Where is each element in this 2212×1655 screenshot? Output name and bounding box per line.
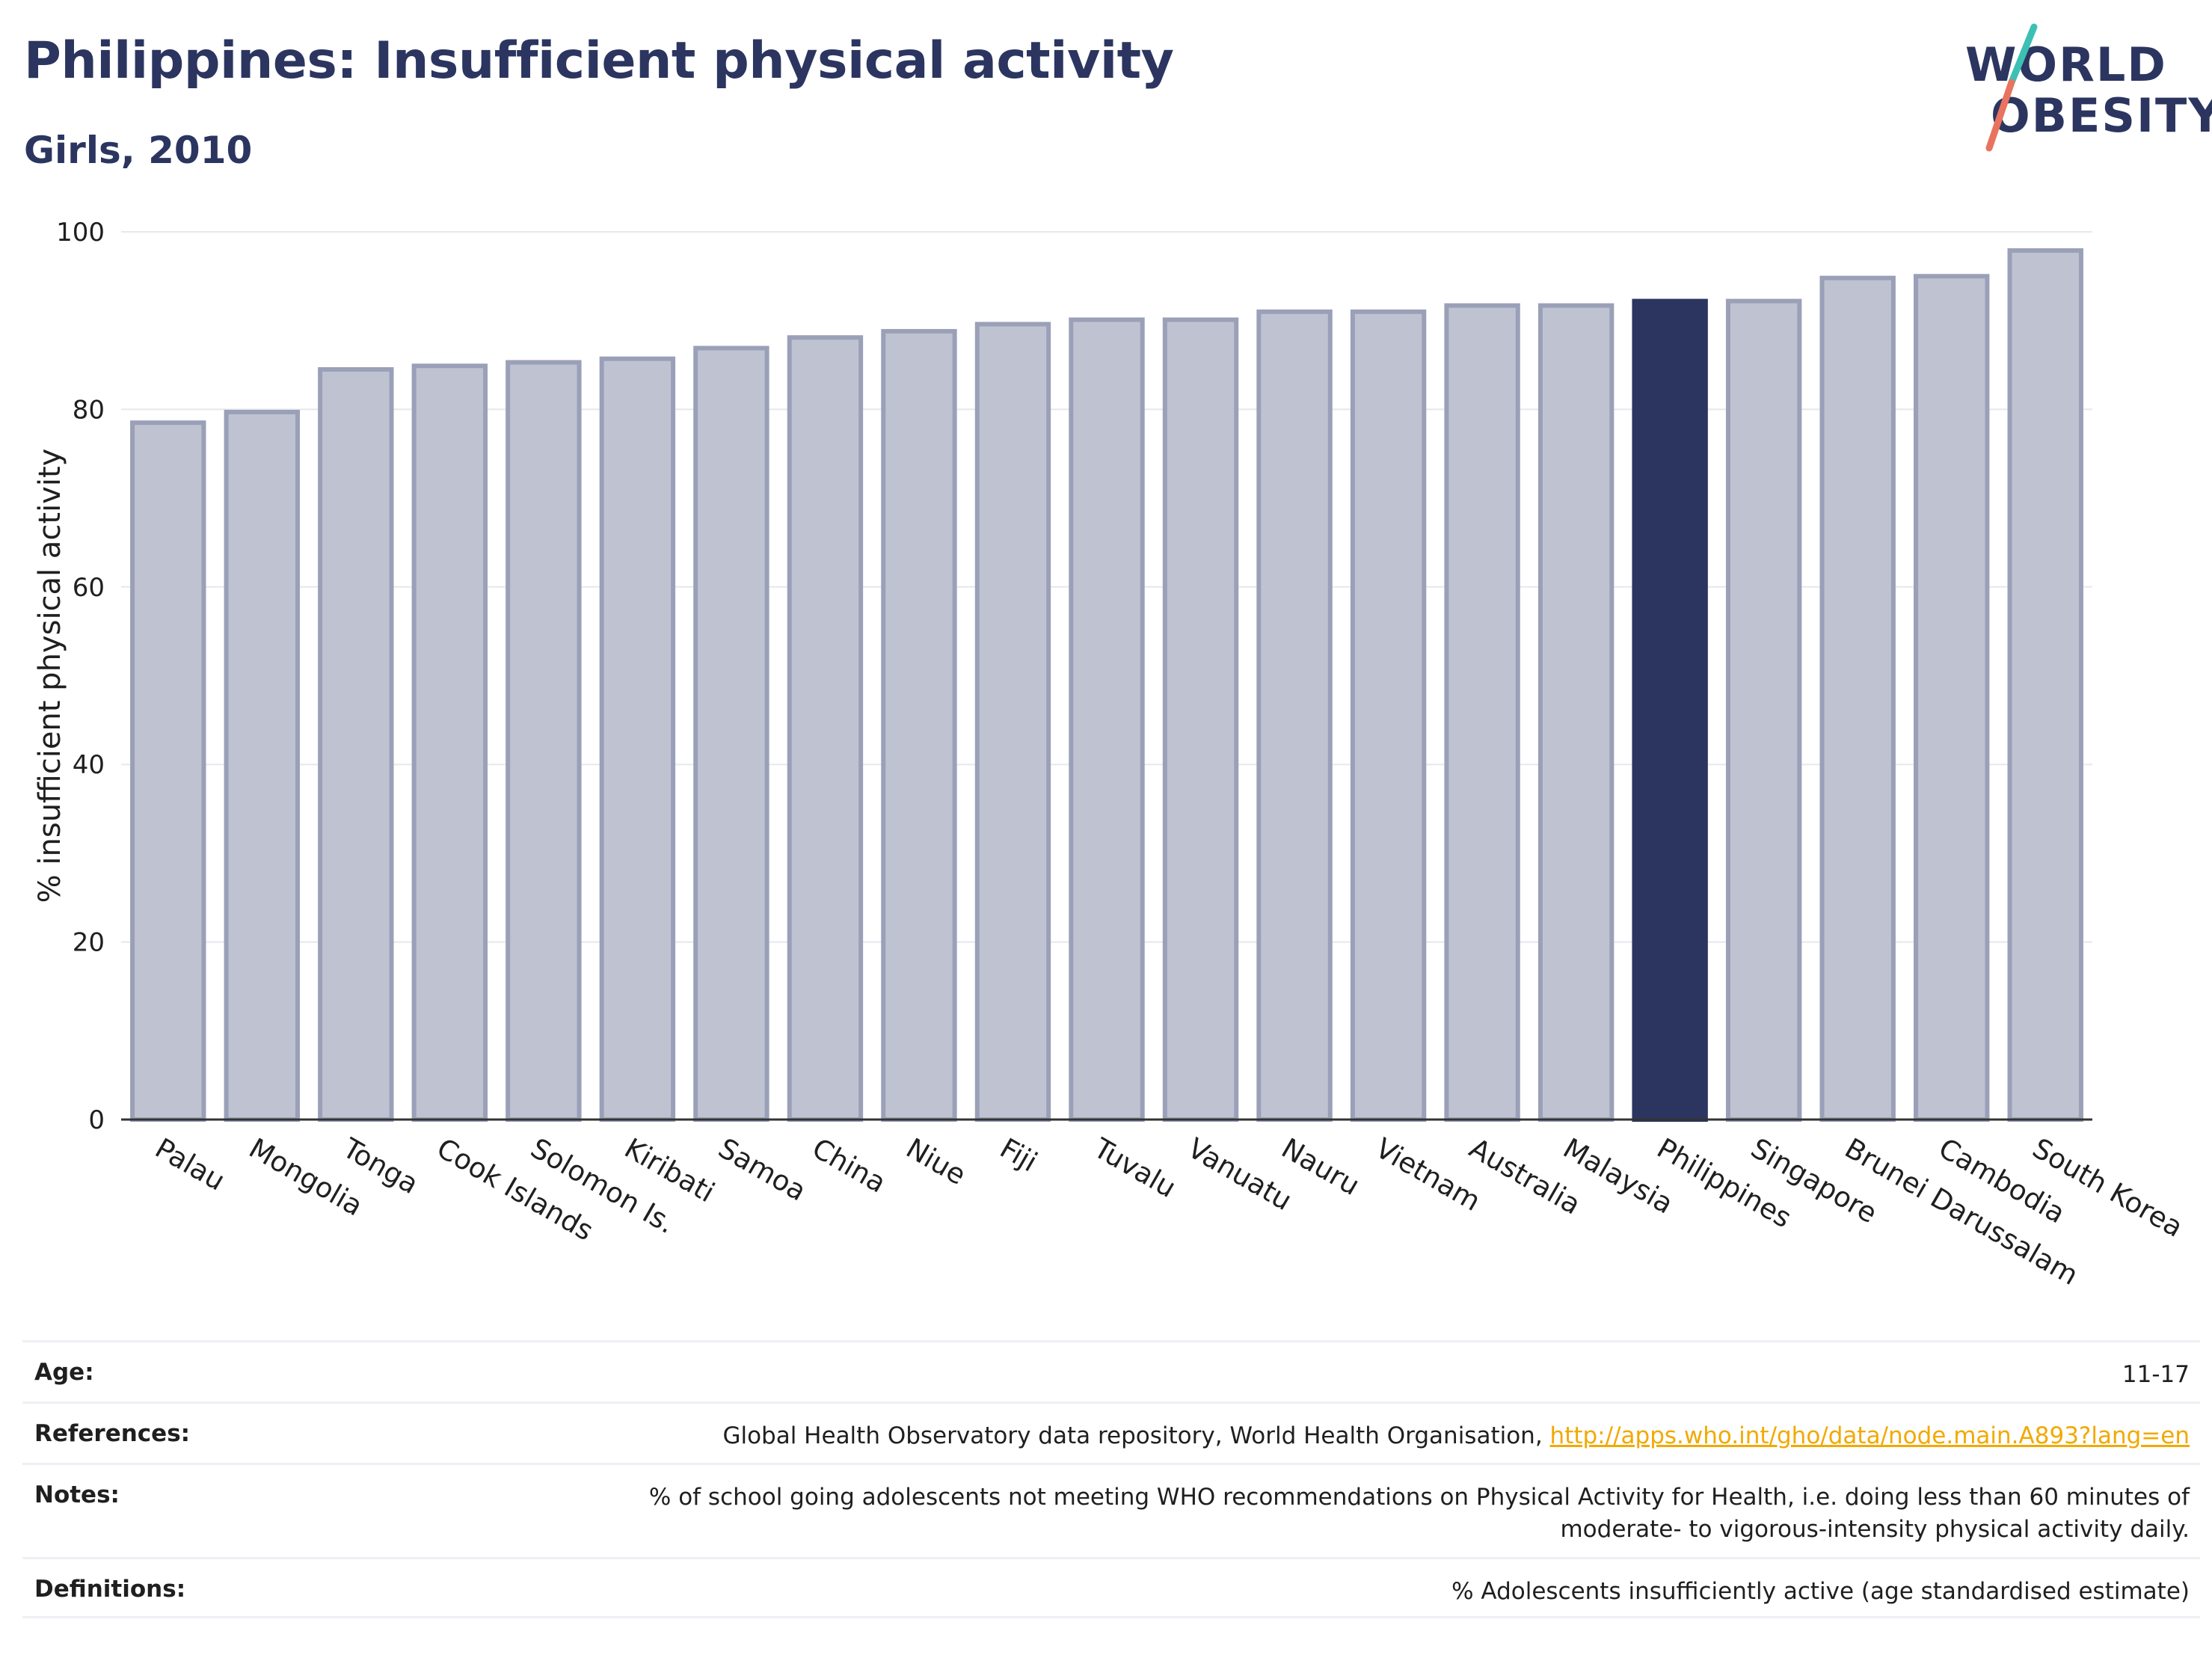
references-link[interactable]: http://apps.who.int/gho/data/node.main.A… bbox=[1549, 1422, 2190, 1449]
y-tick-labels: 0 20 40 60 80 100 bbox=[56, 218, 105, 1135]
bar[interactable] bbox=[881, 328, 957, 1123]
world-obesity-logo[interactable]: WORLD OBESITY bbox=[1959, 22, 2212, 157]
references-text: Global Health Observatory data repositor… bbox=[722, 1422, 1550, 1449]
age-label: Age: bbox=[34, 1359, 94, 1386]
x-category-label: Samoa bbox=[713, 1132, 811, 1208]
bar[interactable] bbox=[599, 356, 676, 1122]
definitions-value: % Adolescents insufficiently active (age… bbox=[1451, 1578, 2190, 1605]
bar[interactable] bbox=[318, 366, 394, 1123]
x-category-label: Niue bbox=[900, 1132, 971, 1191]
y-tick-label: 40 bbox=[73, 750, 105, 780]
bar[interactable] bbox=[1914, 274, 1990, 1123]
notes-label: Notes: bbox=[34, 1481, 120, 1508]
x-category-label: Vietnam bbox=[1370, 1132, 1486, 1218]
meta-row-definitions: Definitions: % Adolescents insufficientl… bbox=[22, 1557, 2200, 1618]
bar[interactable] bbox=[224, 409, 300, 1122]
bar[interactable] bbox=[1069, 317, 1145, 1123]
meta-row-age: Age: 11-17 bbox=[22, 1340, 2200, 1401]
bar[interactable] bbox=[1444, 303, 1520, 1122]
references-label: References: bbox=[34, 1420, 191, 1447]
bar[interactable] bbox=[787, 335, 864, 1122]
bar[interactable] bbox=[693, 346, 769, 1123]
y-tick-label: 0 bbox=[88, 1105, 105, 1135]
x-category-label: Vanuatu bbox=[1182, 1132, 1297, 1218]
y-axis-title: % insufficient physical activity bbox=[33, 449, 67, 903]
x-category-label: Cook Islands bbox=[431, 1132, 599, 1247]
bar[interactable] bbox=[506, 360, 582, 1122]
bar[interactable] bbox=[1162, 317, 1239, 1123]
notes-value: % of school going adolescents not meetin… bbox=[648, 1484, 2190, 1543]
age-value: 11-17 bbox=[2122, 1361, 2190, 1388]
page-subtitle: Girls, 2010 bbox=[24, 129, 253, 172]
references-value: Global Health Observatory data repositor… bbox=[722, 1420, 2190, 1452]
bar[interactable] bbox=[974, 322, 1051, 1122]
bar[interactable] bbox=[1537, 303, 1615, 1122]
bar[interactable] bbox=[1350, 309, 1427, 1123]
meta-row-references: References: Global Health Observatory da… bbox=[22, 1401, 2200, 1463]
bar[interactable] bbox=[1256, 309, 1333, 1123]
logo-slash-icon bbox=[1985, 23, 2038, 152]
bar[interactable] bbox=[411, 363, 488, 1122]
x-category-label: Fiji bbox=[995, 1132, 1042, 1179]
x-category-label: Tuvalu bbox=[1088, 1132, 1182, 1204]
bar[interactable] bbox=[1725, 298, 1802, 1122]
logo-line-1: WORLD bbox=[1965, 37, 2167, 92]
bar[interactable] bbox=[2007, 248, 2083, 1122]
definitions-label: Definitions: bbox=[34, 1576, 186, 1603]
metadata-table: Age: 11-17 References: Global Health Obs… bbox=[22, 1340, 2200, 1618]
y-tick-label: 80 bbox=[73, 395, 105, 425]
x-category-label: Palau bbox=[150, 1132, 230, 1197]
bars bbox=[130, 248, 2083, 1123]
meta-row-notes: Notes: % of school going adolescents not… bbox=[22, 1463, 2200, 1557]
y-tick-label: 20 bbox=[73, 928, 105, 958]
y-tick-label: 60 bbox=[73, 573, 105, 603]
page-title: Philippines: Insufficient physical activ… bbox=[24, 31, 1174, 90]
bar-highlighted[interactable] bbox=[1632, 298, 1708, 1122]
bar[interactable] bbox=[130, 420, 206, 1122]
bar[interactable] bbox=[1819, 275, 1896, 1122]
y-tick-label: 100 bbox=[56, 218, 105, 248]
x-category-label: China bbox=[807, 1132, 891, 1200]
logo-line-2: OBESITY bbox=[1991, 88, 2212, 143]
